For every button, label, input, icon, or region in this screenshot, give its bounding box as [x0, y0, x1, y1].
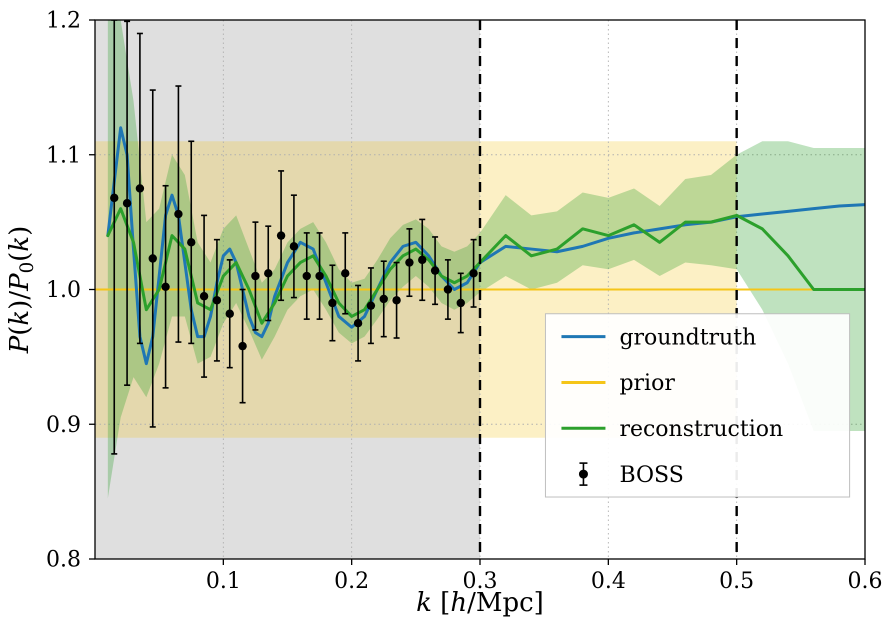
legend-label: prior	[619, 371, 675, 396]
legend-label: groundtruth	[619, 325, 756, 350]
y-axis-label: P(k)/P0(k)	[5, 226, 38, 354]
xtick-label: 0.2	[334, 569, 369, 594]
ytick-label: 1.1	[46, 143, 81, 168]
xtick-label: 0.6	[848, 569, 883, 594]
ytick-label: 0.8	[46, 548, 81, 573]
ytick-label: 0.9	[46, 413, 81, 438]
x-axis-label: k [h/Mpc]	[416, 588, 544, 618]
xtick-label: 0.4	[591, 569, 626, 594]
legend-label: reconstruction	[619, 417, 783, 442]
xtick-label: 0.5	[719, 569, 754, 594]
ytick-label: 1.2	[46, 9, 81, 34]
xtick-label: 0.1	[206, 569, 241, 594]
legend-label: BOSS	[619, 463, 683, 488]
legend: groundtruth prior reconstruction BOSS	[545, 314, 849, 497]
chart-container: 0.10.20.30.40.50.60.80.91.01.11.2k [h/Mp…	[0, 0, 890, 629]
legend-swatch-marker	[579, 470, 588, 479]
power-spectrum-ratio-chart: 0.10.20.30.40.50.60.80.91.01.11.2k [h/Mp…	[0, 0, 890, 629]
ytick-label: 1.0	[46, 278, 81, 303]
